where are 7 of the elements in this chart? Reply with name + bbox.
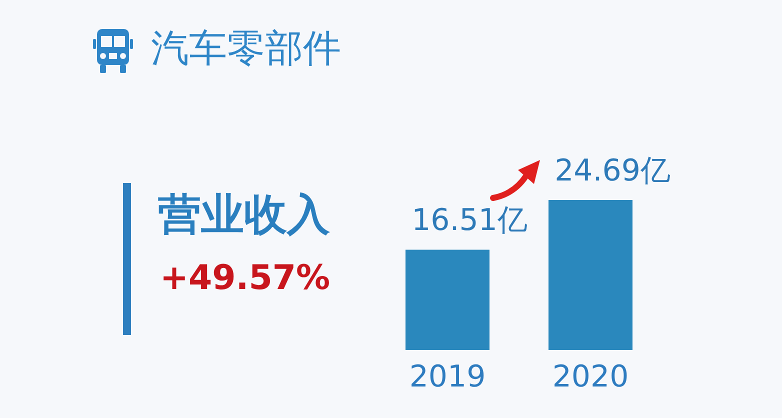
chart-title: 汽车零部件	[151, 26, 341, 70]
x-tick-label: 2019	[409, 360, 486, 394]
data-label: 16.51亿	[412, 203, 528, 238]
text: 营业收入	[158, 189, 330, 242]
text: +49.57%	[160, 258, 330, 298]
data-label: 24.69亿	[554, 154, 670, 188]
x-tick-label: 2020	[552, 360, 629, 394]
